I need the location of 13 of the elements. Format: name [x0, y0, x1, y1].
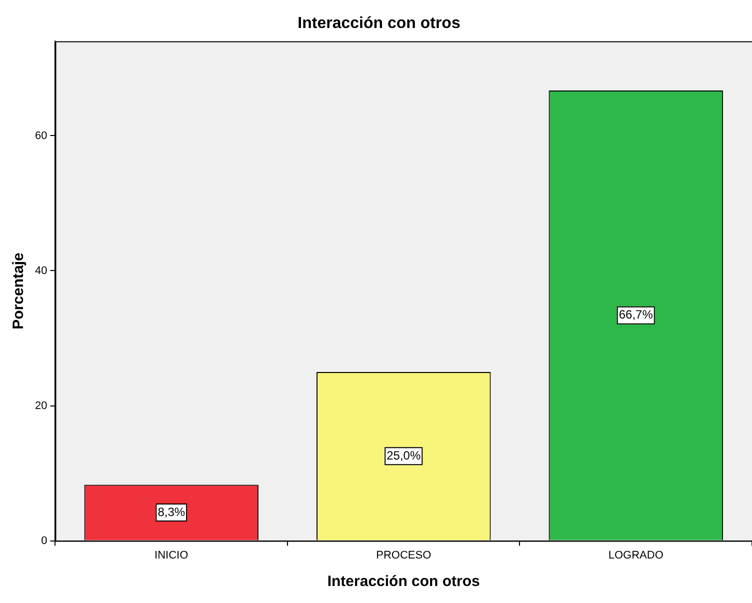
y-tick-label: 60	[34, 130, 48, 142]
y-axis-title: Porcentaje	[10, 252, 28, 330]
y-tick-label: 40	[34, 264, 48, 277]
x-tick-label: PROCESO	[376, 549, 432, 562]
data-label: 66,7%	[618, 308, 654, 322]
x-tick-label: LOGRADO	[608, 549, 664, 562]
y-tick-label: 20	[34, 400, 48, 412]
data-label: 25,0%	[386, 448, 421, 462]
data-label: 8,3%	[158, 504, 186, 519]
chart-title: Interacción con otros	[298, 15, 460, 32]
x-axis-title: Interacción con otros	[327, 573, 480, 590]
x-tick-label: INICIO	[154, 549, 189, 562]
y-tick-label: 0	[41, 534, 48, 547]
